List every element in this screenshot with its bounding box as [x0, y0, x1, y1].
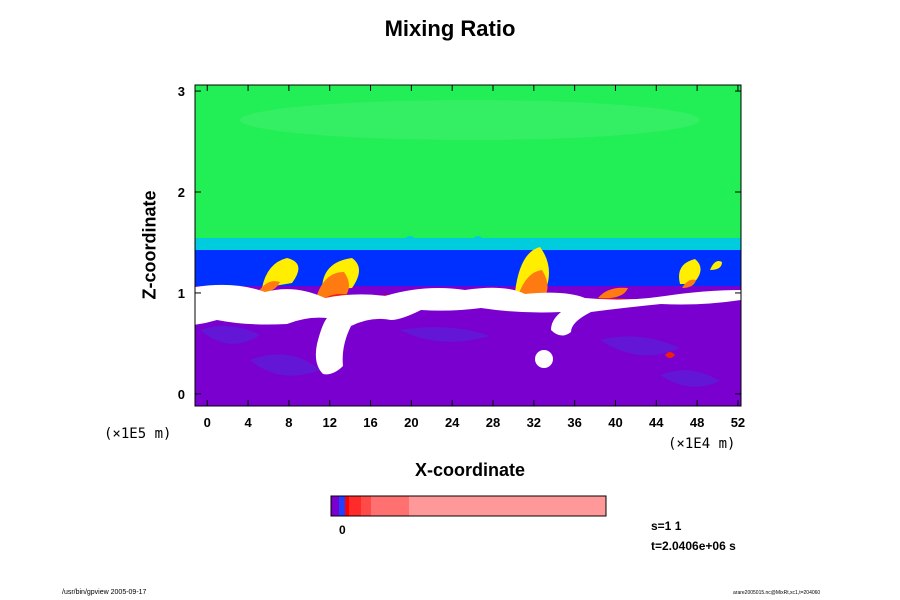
colorbar-swatch — [345, 496, 349, 516]
x-tick-label: 20 — [404, 415, 418, 430]
colorbar-tick-label: 0 — [339, 523, 346, 537]
field-undefined-blob — [535, 350, 553, 368]
x-tick-label: 0 — [204, 415, 211, 430]
x-scale-factor: (×1E4 m) — [668, 436, 736, 452]
x-tick-label: 8 — [285, 415, 292, 430]
x-tick-label: 4 — [244, 415, 252, 430]
x-tick-label: 28 — [486, 415, 500, 430]
x-tick-label: 52 — [731, 415, 745, 430]
field-plume-orange — [258, 270, 696, 299]
x-tick-label: 48 — [690, 415, 704, 430]
field-undefined-region — [195, 284, 741, 375]
y-tick-label: 1 — [178, 286, 185, 301]
y-axis-label: Z-coordinate — [139, 190, 160, 300]
y-tick-label: 0 — [178, 387, 185, 402]
colorbar — [330, 495, 607, 517]
time-label: t=2.0406e+06 s — [651, 539, 736, 553]
plot-frame — [194, 84, 742, 407]
heatmap-field — [195, 85, 741, 406]
colorbar-swatch — [349, 496, 361, 516]
z-scale-factor: (×1E5 m) — [104, 426, 172, 442]
colorbar-swatch — [371, 496, 409, 516]
chart-title: Mixing Ratio — [384, 16, 516, 41]
x-tick-label: 40 — [608, 415, 622, 430]
field-transition-cyan — [195, 238, 741, 252]
x-tick-label: 24 — [445, 415, 460, 430]
colorbar-swatch — [361, 496, 371, 516]
x-axis-label: X-coordinate — [414, 460, 525, 480]
colorbar-swatch — [339, 496, 345, 516]
colorbar-frame — [330, 495, 607, 517]
field-cyan-fingers — [240, 236, 716, 250]
colorbar-swatch — [331, 496, 339, 516]
footer-command: /usr/bin/gpview 2005-09-17 — [62, 589, 147, 596]
x-tick-label: 16 — [363, 415, 377, 430]
x-tick-label: 36 — [567, 415, 581, 430]
x-tick-label: 44 — [649, 415, 664, 430]
y-tick-label: 3 — [178, 84, 185, 99]
x-axis: 0 4 8 12 16 20 24 28 32 36 40 44 48 52 — [204, 85, 745, 430]
x-tick-label: 32 — [527, 415, 541, 430]
y-axis: 0 1 2 3 — [178, 84, 741, 402]
field-upper-light-band — [240, 100, 700, 140]
footer-source: arare2005015.nc@MixRt,xc1,t=204060 — [733, 590, 821, 596]
x-tick-label: 12 — [322, 415, 336, 430]
field-plume-yellow — [262, 247, 722, 292]
field-lower-dark-swirls — [200, 326, 720, 387]
y-tick-label: 2 — [178, 185, 185, 200]
colorbar-swatch — [409, 496, 606, 516]
step-label: s=1 1 — [651, 519, 682, 533]
